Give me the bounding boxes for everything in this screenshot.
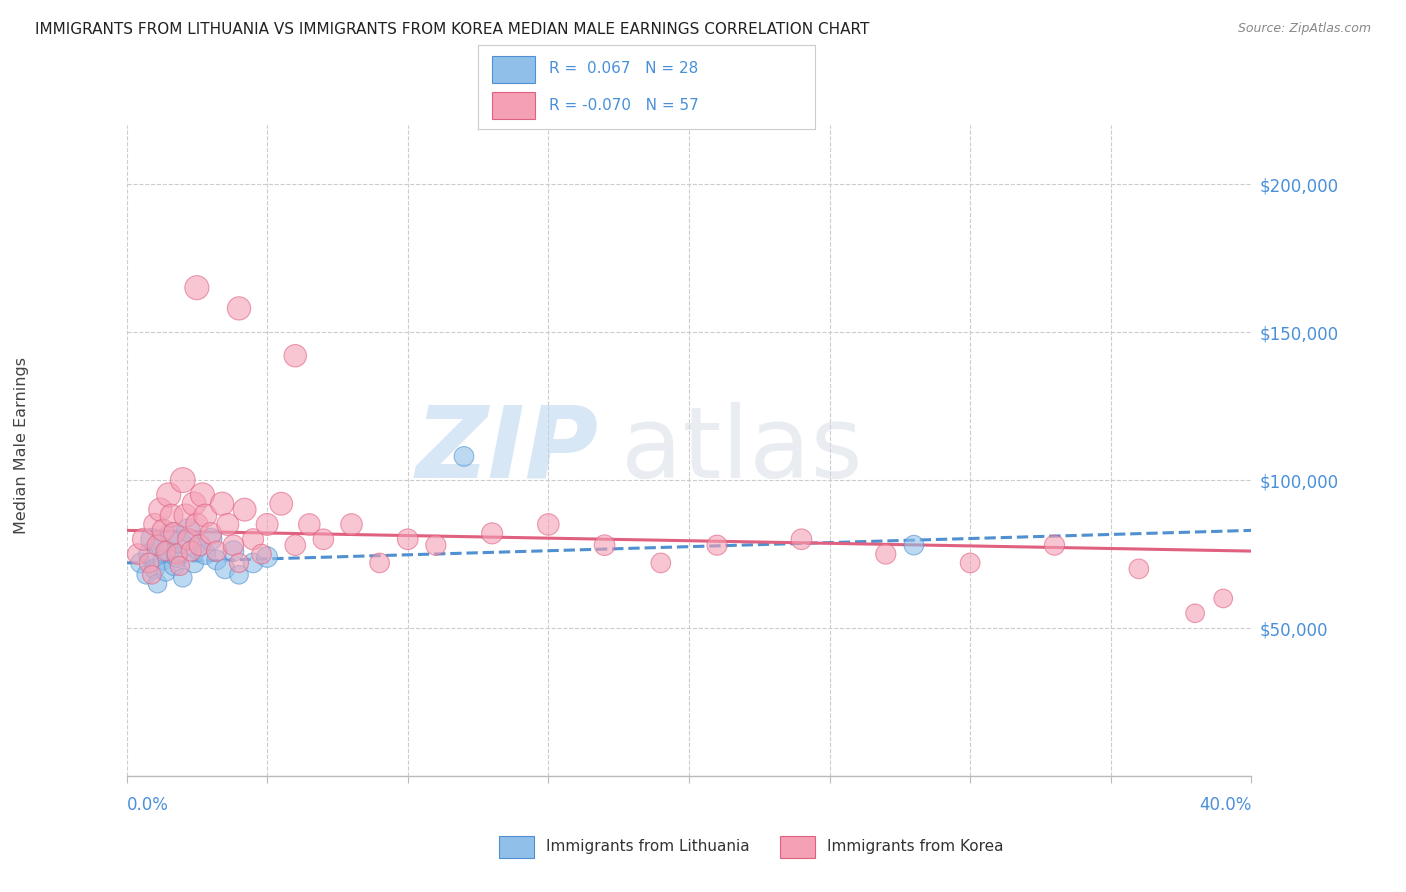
Point <box>166 549 188 564</box>
Point <box>250 547 273 561</box>
Point <box>186 541 208 555</box>
Point <box>163 558 186 573</box>
Text: Immigrants from Lithuania: Immigrants from Lithuania <box>546 839 749 855</box>
Bar <box>492 92 536 120</box>
Point <box>228 567 250 582</box>
Point <box>172 473 194 487</box>
Point <box>138 556 160 570</box>
Point <box>1128 562 1150 576</box>
Point <box>186 281 208 295</box>
Point <box>157 488 180 502</box>
Text: Immigrants from Korea: Immigrants from Korea <box>827 839 1004 855</box>
Point <box>242 556 264 570</box>
Text: Source: ZipAtlas.com: Source: ZipAtlas.com <box>1237 22 1371 36</box>
Bar <box>492 55 536 83</box>
Text: ZIP: ZIP <box>416 402 599 499</box>
Point <box>284 538 307 552</box>
Point <box>155 565 177 579</box>
Point <box>650 556 672 570</box>
Point <box>228 301 250 316</box>
Point <box>138 547 160 561</box>
Point <box>205 553 228 567</box>
Text: R =  0.067   N = 28: R = 0.067 N = 28 <box>548 61 699 76</box>
Point <box>242 533 264 547</box>
Point <box>188 538 211 552</box>
Point <box>166 547 188 561</box>
Point <box>340 517 363 532</box>
Point <box>160 526 183 541</box>
Point <box>537 517 560 532</box>
Point <box>169 558 191 573</box>
Point <box>453 450 475 464</box>
Point <box>706 538 728 552</box>
Point <box>270 497 292 511</box>
Point <box>149 502 172 516</box>
Point <box>157 544 180 558</box>
Point <box>284 349 307 363</box>
Point <box>1212 591 1234 606</box>
Point <box>298 517 321 532</box>
Text: 0.0%: 0.0% <box>127 796 169 814</box>
Text: atlas: atlas <box>621 402 863 499</box>
Point <box>205 544 228 558</box>
Point <box>155 544 177 558</box>
Point <box>211 497 233 511</box>
Point <box>152 524 174 538</box>
Point <box>186 517 208 532</box>
Point <box>217 517 239 532</box>
Point <box>233 502 256 516</box>
Point <box>177 524 200 538</box>
Point <box>146 538 169 552</box>
Point <box>200 526 222 541</box>
Point <box>129 556 152 570</box>
Point <box>141 567 163 582</box>
Point <box>160 508 183 523</box>
Point <box>143 517 166 532</box>
Point <box>183 497 205 511</box>
Point <box>256 517 278 532</box>
Point <box>143 562 166 576</box>
Point <box>959 556 981 570</box>
Point <box>790 533 813 547</box>
Point <box>368 556 391 570</box>
Text: IMMIGRANTS FROM LITHUANIA VS IMMIGRANTS FROM KOREA MEDIAN MALE EARNINGS CORRELAT: IMMIGRANTS FROM LITHUANIA VS IMMIGRANTS … <box>35 22 869 37</box>
Point <box>481 526 503 541</box>
Point <box>177 533 200 547</box>
Point <box>141 533 163 547</box>
Point <box>127 547 149 561</box>
Point <box>174 508 197 523</box>
Point <box>183 556 205 570</box>
Point <box>194 508 217 523</box>
Point <box>172 571 194 585</box>
Point <box>146 576 169 591</box>
Point <box>425 538 447 552</box>
Point <box>194 547 217 561</box>
Point <box>312 533 335 547</box>
Text: 40.0%: 40.0% <box>1199 796 1251 814</box>
Point <box>1184 607 1206 621</box>
Point <box>180 544 202 558</box>
Point <box>152 553 174 567</box>
Text: Median Male Earnings: Median Male Earnings <box>14 358 28 534</box>
Point <box>228 556 250 570</box>
Point <box>149 538 172 552</box>
Point <box>163 526 186 541</box>
Point <box>593 538 616 552</box>
Point <box>256 549 278 564</box>
Point <box>200 533 222 547</box>
Point <box>191 488 214 502</box>
Point <box>1043 538 1066 552</box>
Point <box>214 562 236 576</box>
Point <box>222 538 245 552</box>
Point <box>135 567 157 582</box>
Point <box>396 533 419 547</box>
Point <box>875 547 897 561</box>
Point <box>132 533 155 547</box>
Point <box>169 535 191 549</box>
Point <box>903 538 925 552</box>
Text: R = -0.070   N = 57: R = -0.070 N = 57 <box>548 98 699 113</box>
Point <box>222 544 245 558</box>
